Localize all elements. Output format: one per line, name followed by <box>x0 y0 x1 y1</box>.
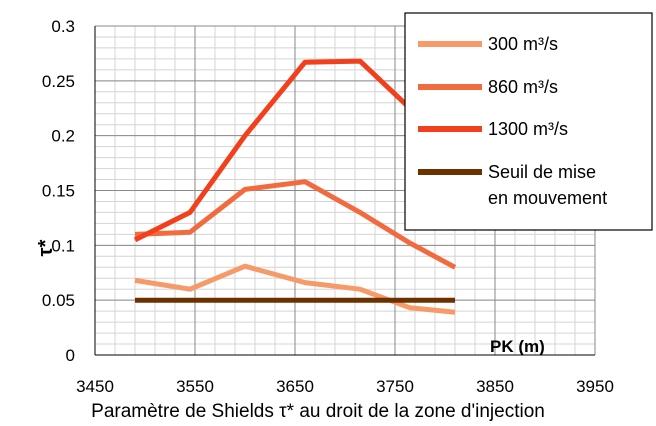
legend: 300 m³/s 860 m³/s 1300 m³/s Seuil de mise en… <box>404 12 653 231</box>
y-tick-label: 0.2 <box>51 127 75 146</box>
x-axis-label: PK (m) <box>490 337 545 356</box>
y-tick-label: 0.1 <box>51 236 75 255</box>
x-tick-label: 3650 <box>276 377 314 396</box>
legend-label-4: Seuil de mise <box>488 162 596 182</box>
legend-label-1: 300 m³/s <box>488 34 558 54</box>
legend-label-4: en mouvement <box>488 188 607 208</box>
x-tick-label: 3850 <box>476 377 514 396</box>
y-tick-label: 0 <box>66 346 75 365</box>
x-tick-label: 3550 <box>176 377 214 396</box>
y-tick-label: 0.05 <box>42 291 75 310</box>
y-tick-label: 0.25 <box>42 72 75 91</box>
chart-title: Paramètre de Shields τ* au droit de la z… <box>91 401 545 422</box>
x-tick-label: 3750 <box>376 377 414 396</box>
series-line-2 <box>134 179 457 270</box>
series-line-1 <box>134 263 456 315</box>
y-tick-label: 0.3 <box>51 17 75 36</box>
legend-box <box>404 12 653 231</box>
x-tick-label: 3950 <box>576 377 614 396</box>
y-tick-label: 0.15 <box>42 182 75 201</box>
x-tick-label: 3450 <box>76 377 114 396</box>
y-axis-label: τ* <box>35 239 57 256</box>
legend-label-3: 1300 m³/s <box>488 119 568 139</box>
legend-label-2: 860 m³/s <box>488 77 558 97</box>
axis-layer: 0 0.05 0.1 0.15 0.2 0.25 0.3 3450 3550 3650 3750 38… <box>42 17 614 396</box>
